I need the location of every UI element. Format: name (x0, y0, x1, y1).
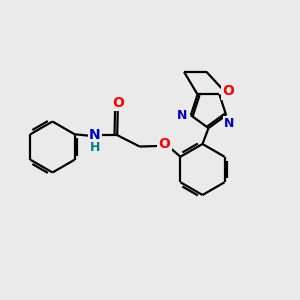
Text: N: N (224, 117, 234, 130)
Text: O: O (158, 137, 170, 152)
Text: O: O (222, 85, 234, 98)
Text: H: H (90, 141, 100, 154)
Text: N: N (177, 109, 188, 122)
Text: N: N (89, 128, 101, 142)
Text: O: O (112, 96, 124, 110)
